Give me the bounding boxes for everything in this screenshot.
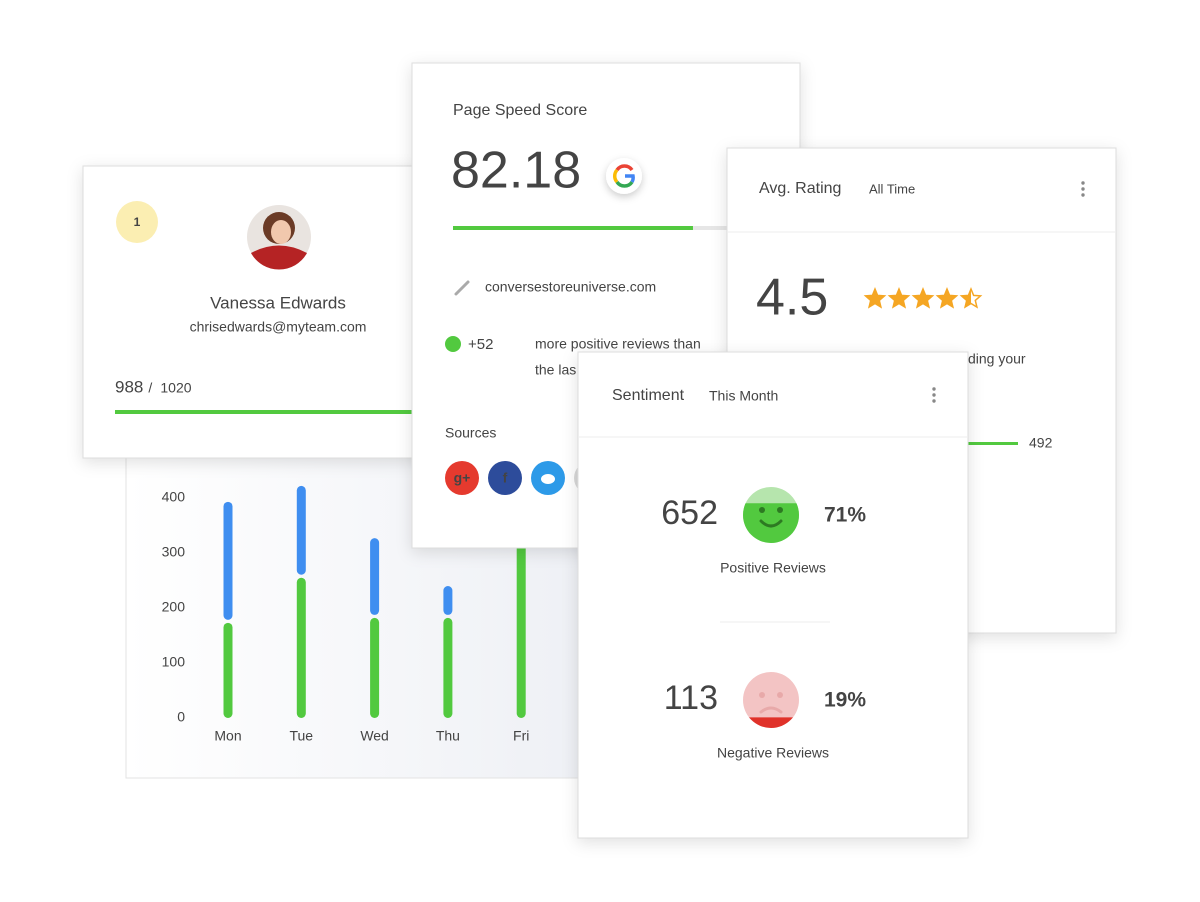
label: Positive Reviews bbox=[720, 560, 826, 576]
bar bbox=[296, 577, 306, 718]
face-fill bbox=[749, 717, 793, 728]
face-fill bbox=[743, 503, 799, 543]
score: 988 bbox=[115, 377, 143, 396]
note: the las bbox=[535, 362, 576, 378]
y-tick-label: 400 bbox=[162, 489, 186, 505]
bar bbox=[370, 617, 380, 718]
menu-dot bbox=[1081, 181, 1085, 185]
x-tick-label: Tue bbox=[289, 728, 313, 744]
x-tick-label: Mon bbox=[214, 728, 241, 744]
y-tick-label: 100 bbox=[162, 654, 186, 670]
eye bbox=[759, 692, 765, 698]
value: 4.5 bbox=[756, 269, 828, 327]
bar bbox=[223, 622, 233, 718]
google-logo bbox=[625, 174, 635, 183]
y-tick-label: 0 bbox=[177, 709, 185, 725]
count: 113 bbox=[664, 679, 718, 717]
rank-badge bbox=[116, 201, 158, 243]
label: Negative Reviews bbox=[717, 745, 829, 761]
avatar-body bbox=[251, 245, 307, 270]
bar bbox=[443, 586, 453, 615]
eye bbox=[759, 507, 765, 513]
period: This Month bbox=[709, 388, 778, 404]
menu-dot bbox=[932, 399, 936, 403]
period: All Time bbox=[869, 181, 915, 196]
mouth bbox=[759, 706, 783, 714]
percent: 71% bbox=[824, 504, 866, 527]
percent: 19% bbox=[824, 689, 866, 712]
bar bbox=[370, 538, 380, 615]
source-icon bbox=[488, 461, 522, 495]
star bbox=[937, 289, 957, 308]
sentiment-card: Sentiment This Month 652 71% Positive Review… bbox=[577, 351, 969, 839]
bar bbox=[516, 536, 526, 718]
menu-dot bbox=[932, 387, 936, 391]
eye bbox=[777, 507, 783, 513]
bar bbox=[443, 617, 453, 718]
happy-icon bbox=[445, 336, 461, 352]
rank: 1 bbox=[134, 215, 141, 229]
twitter-glyph bbox=[541, 474, 555, 484]
note: more positive reviews than bbox=[535, 336, 701, 352]
x-tick-label: Thu bbox=[436, 728, 460, 744]
star bbox=[865, 289, 885, 308]
google-badge bbox=[606, 158, 642, 194]
mouth bbox=[759, 519, 783, 528]
profile-card: 1 Vanessa Edwards chrisedwards@myteam.com 9… bbox=[82, 165, 444, 459]
y-tick-label: 300 bbox=[162, 544, 186, 560]
count: 492 bbox=[1029, 435, 1053, 451]
link-icon bbox=[454, 280, 470, 296]
url: conversestoreuniverse.com bbox=[485, 279, 656, 295]
bar bbox=[223, 501, 233, 620]
score-bar bbox=[453, 226, 693, 230]
google-logo bbox=[615, 164, 634, 172]
score-bar bbox=[115, 410, 435, 414]
star bbox=[913, 289, 933, 308]
title: Avg. Rating bbox=[759, 180, 841, 197]
delta: +52 bbox=[468, 336, 493, 353]
note: ding your bbox=[968, 351, 1026, 367]
bar bbox=[296, 485, 306, 575]
face-bg bbox=[743, 672, 799, 728]
menu-dot bbox=[1081, 187, 1085, 191]
avatar-face bbox=[271, 220, 291, 244]
star bbox=[889, 289, 909, 308]
card bbox=[577, 351, 969, 839]
menu-dot bbox=[932, 393, 936, 397]
x-tick-label: Fri bbox=[513, 728, 529, 744]
count: 652 bbox=[661, 494, 718, 532]
source-glyph: f bbox=[503, 470, 508, 486]
sources-label: Sources bbox=[445, 425, 496, 441]
source-glyph: g+ bbox=[454, 470, 471, 486]
email: chrisedwards@myteam.com bbox=[190, 319, 367, 335]
name: Vanessa Edwards bbox=[210, 293, 346, 312]
eye bbox=[777, 692, 783, 698]
score-total: 1020 bbox=[160, 380, 191, 396]
title: Sentiment bbox=[612, 387, 685, 404]
menu-dot bbox=[1081, 193, 1085, 197]
score-separator: / bbox=[148, 380, 152, 396]
google-logo bbox=[612, 168, 619, 184]
score: 82.18 bbox=[451, 142, 581, 200]
google-logo bbox=[615, 180, 634, 188]
y-tick-label: 200 bbox=[162, 599, 186, 615]
source-icon bbox=[445, 461, 479, 495]
x-tick-label: Wed bbox=[360, 728, 389, 744]
star bbox=[961, 289, 971, 308]
title: Page Speed Score bbox=[453, 102, 587, 119]
